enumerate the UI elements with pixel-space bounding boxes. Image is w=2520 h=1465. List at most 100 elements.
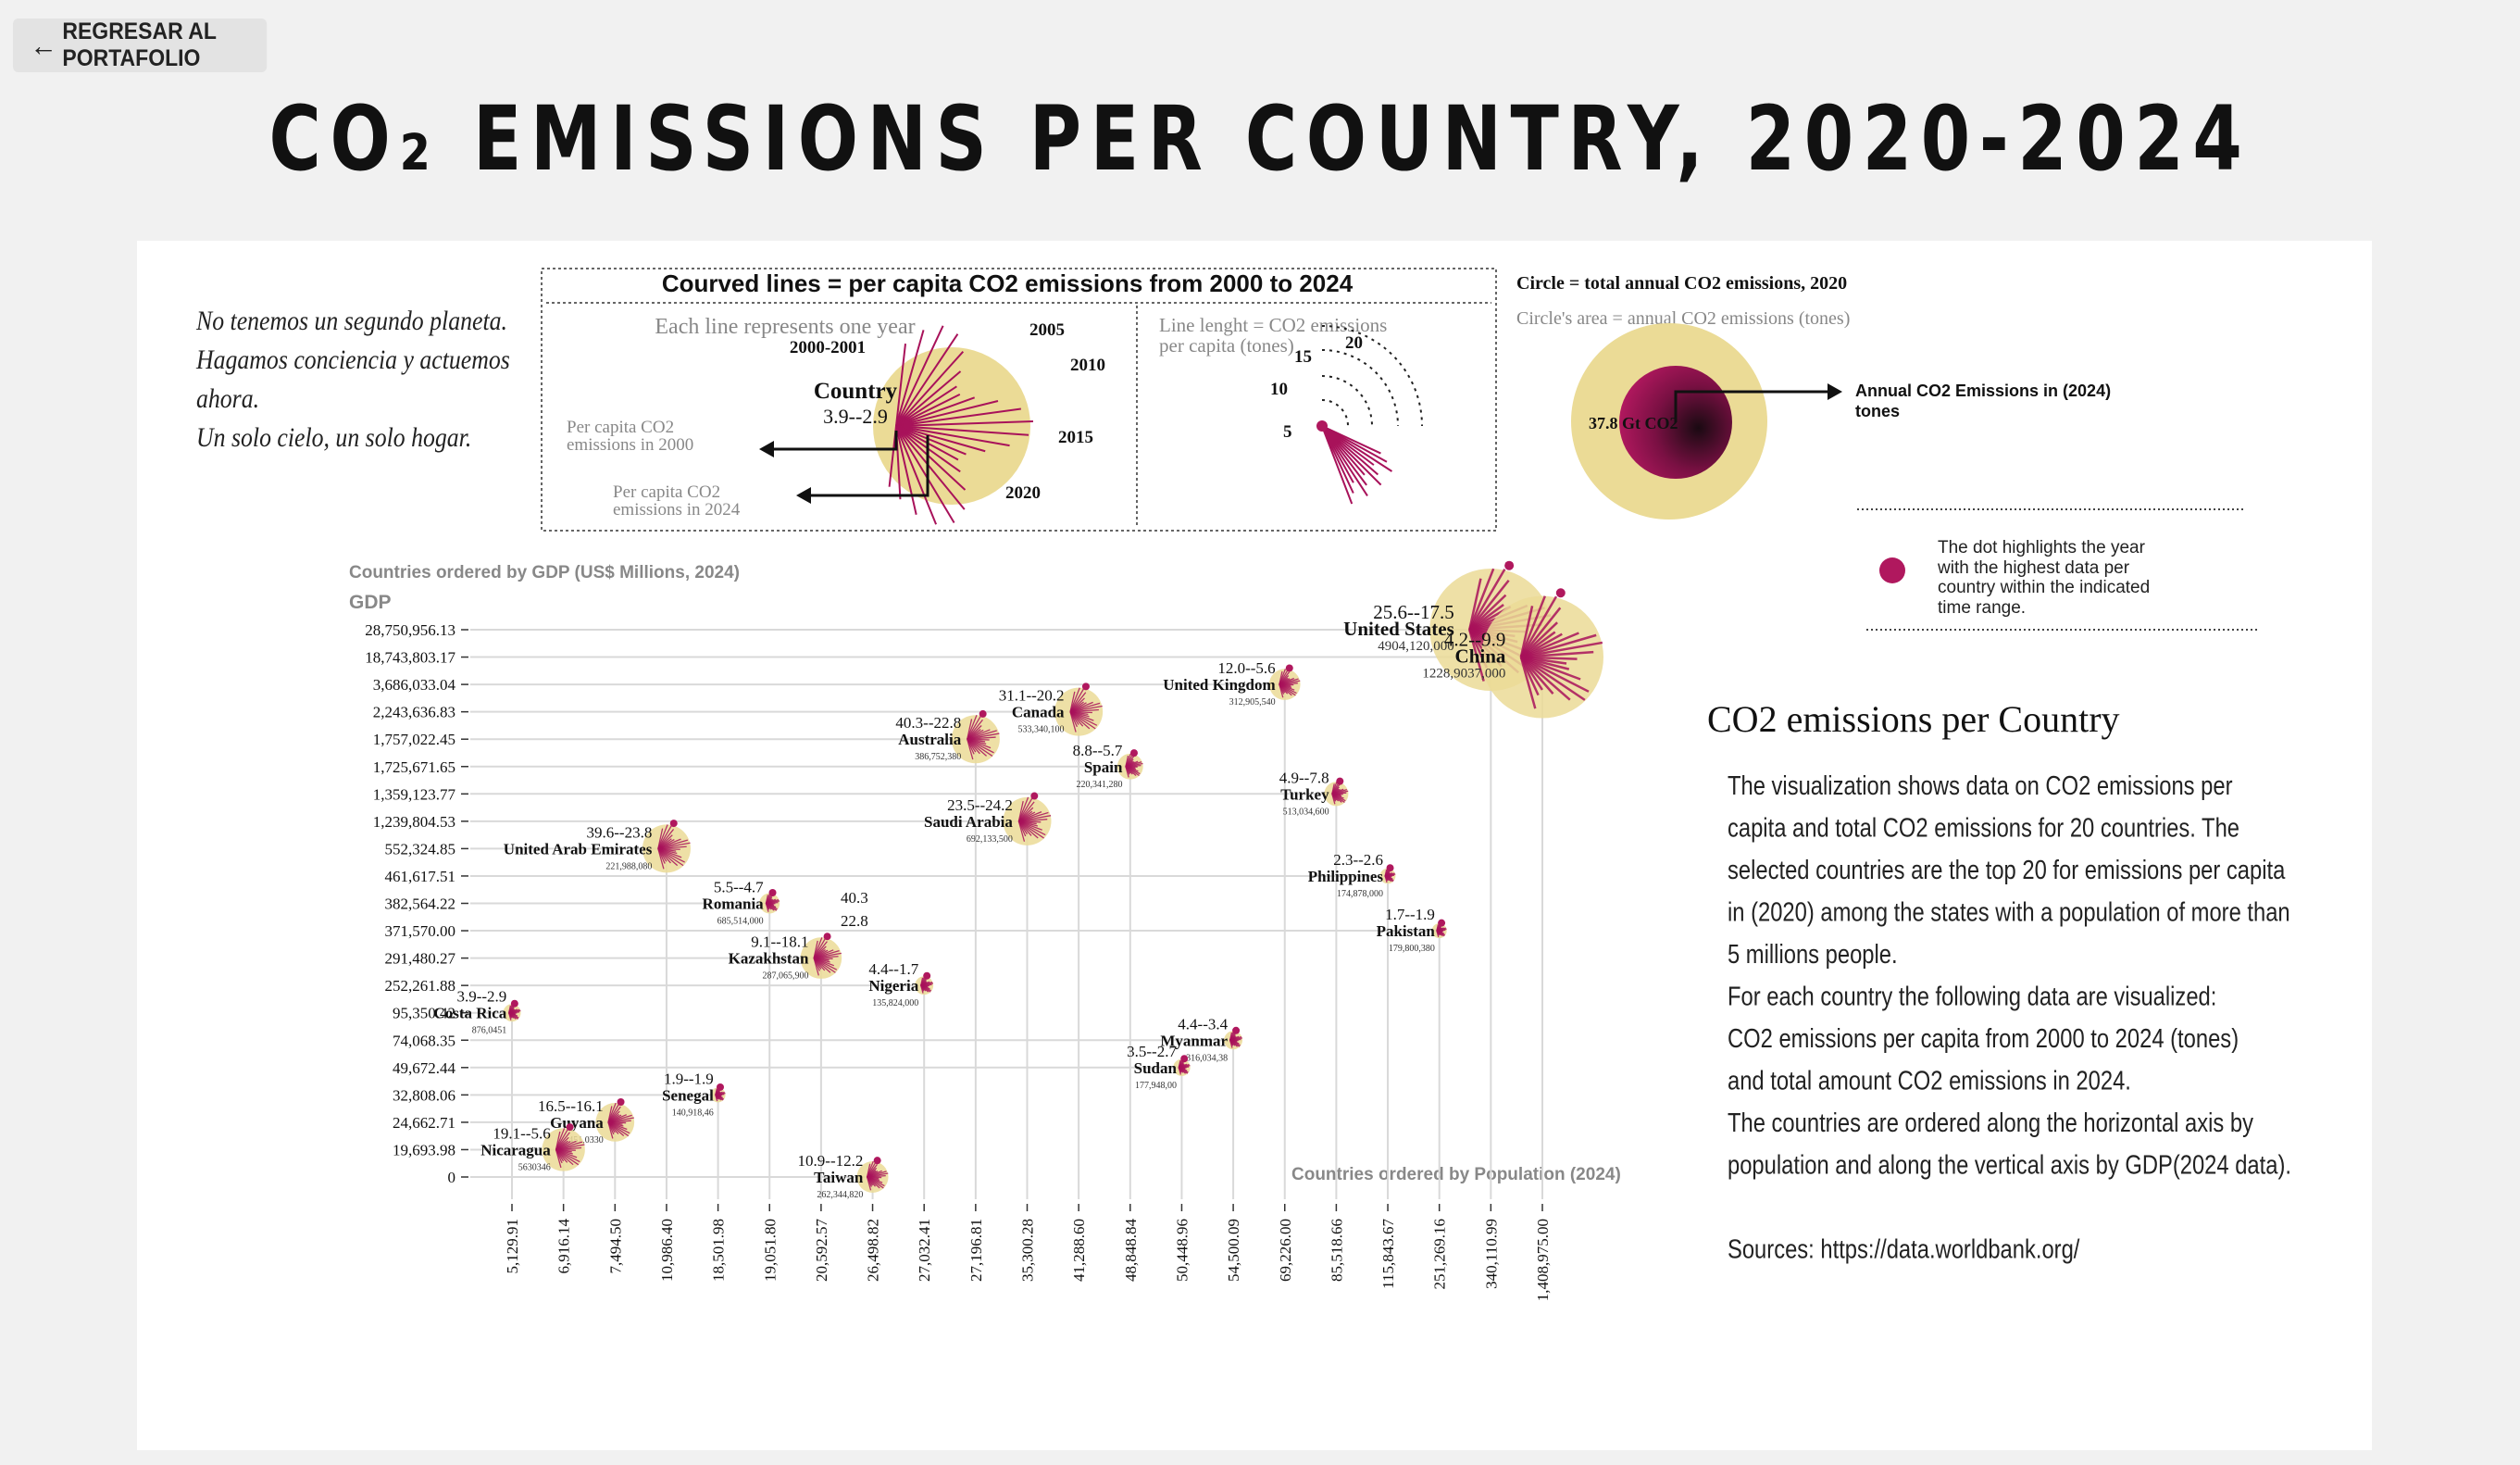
country-total: 5630346 — [518, 1162, 551, 1172]
highlight-dot — [768, 889, 777, 897]
description-line: capita and total CO2 emissions for 20 co… — [1728, 812, 2239, 843]
country-range: 39.6--23.8 — [587, 823, 653, 841]
country-fan-line — [1125, 766, 1129, 778]
country-name: United Kingdom — [1163, 676, 1275, 694]
country-fan-line — [1520, 656, 1581, 681]
back-to-portfolio-button[interactable]: ← REGRESAR AL PORTAFOLIO — [13, 19, 268, 72]
highlight-dot — [1030, 792, 1039, 800]
country-fan-line — [555, 1149, 562, 1169]
scale-origin-dot — [1316, 420, 1328, 432]
highlight-dot — [1285, 664, 1293, 672]
country-range: 23.5--24.2 — [947, 796, 1013, 814]
country-total: 513,034,600 — [1283, 807, 1329, 817]
y-tick-label: 28,750,956.13 — [365, 621, 455, 639]
country-fan-line — [1178, 1067, 1182, 1075]
annual-pointer — [1674, 390, 1829, 422]
highlight-dot — [717, 1083, 724, 1091]
highlight-dot — [1555, 588, 1566, 598]
country-total: 262,344,820 — [817, 1190, 863, 1200]
country-total: 685,514,000 — [717, 917, 764, 927]
description-line: The visualization shows data on CO2 emis… — [1728, 770, 2233, 801]
country-total: 177,948,00 — [1135, 1081, 1177, 1091]
arrow-head-icon — [1828, 383, 1842, 400]
country-range: 12.0--5.6 — [1217, 659, 1275, 677]
y-tick-label: 49,672.44 — [393, 1059, 456, 1077]
country-name: Nicaragua — [480, 1141, 551, 1158]
country-name: Taiwan — [814, 1169, 864, 1186]
legend-fan-line — [895, 370, 962, 427]
country-fan-line — [765, 903, 769, 912]
country-total: 174,878,000 — [1337, 889, 1383, 899]
country-range: 9.1--18.1 — [751, 933, 808, 951]
scale-label: 20 — [1345, 333, 1363, 353]
country-total: 135,824,000 — [872, 998, 918, 1008]
x-tick-label: 115,843.67 — [1379, 1219, 1397, 1289]
x-tick-label: 85,518.66 — [1328, 1219, 1345, 1282]
scale-arc — [1321, 375, 1373, 427]
x-tick-label: 54,500.09 — [1225, 1219, 1242, 1282]
country-name: Costa Rica — [433, 1005, 506, 1022]
y-tick-label: 1,239,804.53 — [373, 813, 455, 831]
country-name: Saudi Arabia — [924, 813, 1013, 831]
country-fan-line — [967, 715, 978, 740]
x-tick-label: 27,032.41 — [916, 1219, 933, 1282]
highlight-dot — [1180, 1055, 1189, 1063]
x-tick-label: 50,448.96 — [1173, 1219, 1191, 1282]
line-length-label: Line lenght = CO2 emissions — [1159, 314, 1387, 336]
x-tick-label: 41,288.60 — [1070, 1219, 1088, 1282]
description-line: selected countries are the top 20 for em… — [1728, 855, 2286, 885]
x-tick-label: 26,498.82 — [865, 1219, 882, 1282]
country-range: 16.5--16.1 — [538, 1097, 604, 1115]
description: CO2 emissions per Country The visualizat… — [1707, 698, 2291, 1264]
highlight-dot — [566, 1123, 574, 1132]
year-label: 2015 — [1058, 428, 1093, 447]
country-fan-line — [1017, 796, 1033, 822]
country-fan-line — [657, 848, 665, 870]
highlight-dot — [510, 999, 518, 1008]
country-range: 3.9--2.9 — [456, 988, 506, 1006]
country-range: 4.9--7.8 — [1279, 769, 1329, 786]
country-range: 3.5--2.7 — [1127, 1043, 1177, 1060]
x-axis-ticks: 5,129.91 6,916.14 7,494.50 10,986.40 18,501.… — [504, 1204, 1552, 1301]
y-tick-label: 1,725,671.65 — [373, 758, 455, 776]
dot-legend-text: with the highest data per — [1937, 558, 2130, 578]
x-tick-label: 7,494.50 — [606, 1219, 624, 1274]
legend-box — [541, 268, 1497, 532]
loose-value: 40.3 — [841, 889, 868, 907]
y-tick-label: 32,808.06 — [393, 1086, 455, 1104]
highlight-dot — [1386, 864, 1394, 872]
country-fan-line — [813, 958, 819, 976]
scale-fan-line — [1321, 425, 1382, 486]
back-button-label: REGRESAR AL PORTAFOLIO — [62, 19, 217, 71]
country-fan-line — [1520, 650, 1594, 658]
x-tick-label: 1,408,975.00 — [1534, 1219, 1552, 1301]
circle-area-label: Circle's area = annual CO2 emissions (to… — [1516, 308, 1850, 329]
annual-label: tones — [1855, 402, 1900, 420]
country-total: 312,905,540 — [1229, 697, 1276, 707]
x-tick-label: 19,051.80 — [761, 1219, 779, 1282]
y-tick-label: 3,686,033.04 — [373, 676, 456, 694]
legend-fan — [888, 325, 1033, 525]
y-axis-label: Countries ordered by GDP (US$ Millions, … — [349, 563, 740, 582]
pc-2024-label: emissions in 2024 — [613, 500, 741, 520]
highlight-dot — [1336, 777, 1344, 785]
y-tick-label: 19,693.98 — [393, 1141, 455, 1158]
legend-country-value: 3.9--2.9 — [823, 405, 888, 428]
legend-fan-line — [895, 351, 965, 427]
country-total: 316,034,38 — [1186, 1053, 1228, 1063]
scale-label: 5 — [1283, 422, 1292, 442]
y-axis-short-label: GDP — [349, 592, 392, 613]
highlight-dot — [1438, 919, 1446, 927]
country-fan-line — [1519, 595, 1547, 658]
motto-line: ahora. — [196, 383, 259, 414]
x-tick-label: 5,129.91 — [504, 1219, 521, 1274]
description-line: For each country the following data are … — [1728, 981, 2216, 1011]
motto-line: Hagamos conciencia y actuemos — [195, 344, 510, 375]
visualization-panel: No tenemos un segundo planeta. Hagamos c… — [137, 241, 2372, 1450]
country-total: 287,065,900 — [763, 971, 809, 982]
country-range: 4.4--3.4 — [1178, 1015, 1228, 1033]
